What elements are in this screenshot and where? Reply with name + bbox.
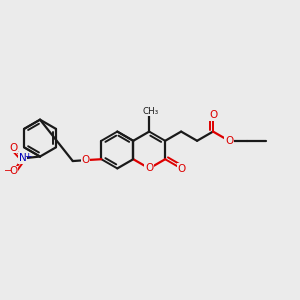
Text: O: O <box>225 136 233 146</box>
Text: O: O <box>145 164 153 173</box>
Text: CH₃: CH₃ <box>142 107 159 116</box>
Text: −: − <box>4 167 13 176</box>
Text: O: O <box>178 164 186 174</box>
Text: N: N <box>19 153 27 163</box>
Text: O: O <box>209 110 217 120</box>
Text: O: O <box>9 142 17 153</box>
Text: O: O <box>82 155 90 165</box>
Text: O: O <box>9 167 17 176</box>
Text: +: + <box>24 152 32 161</box>
